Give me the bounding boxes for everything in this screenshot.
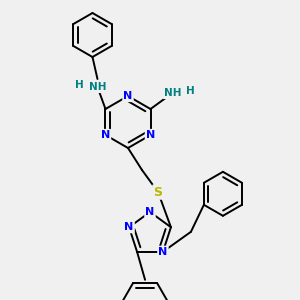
Text: S: S xyxy=(154,185,163,199)
Text: N: N xyxy=(124,222,134,232)
Text: N: N xyxy=(146,130,155,140)
Text: NH: NH xyxy=(164,88,181,98)
Text: H: H xyxy=(186,86,195,96)
Text: N: N xyxy=(146,207,154,217)
Text: N: N xyxy=(158,247,168,257)
Text: N: N xyxy=(123,91,133,101)
Text: NH: NH xyxy=(89,82,106,92)
Text: N: N xyxy=(101,130,110,140)
Text: H: H xyxy=(75,80,84,90)
